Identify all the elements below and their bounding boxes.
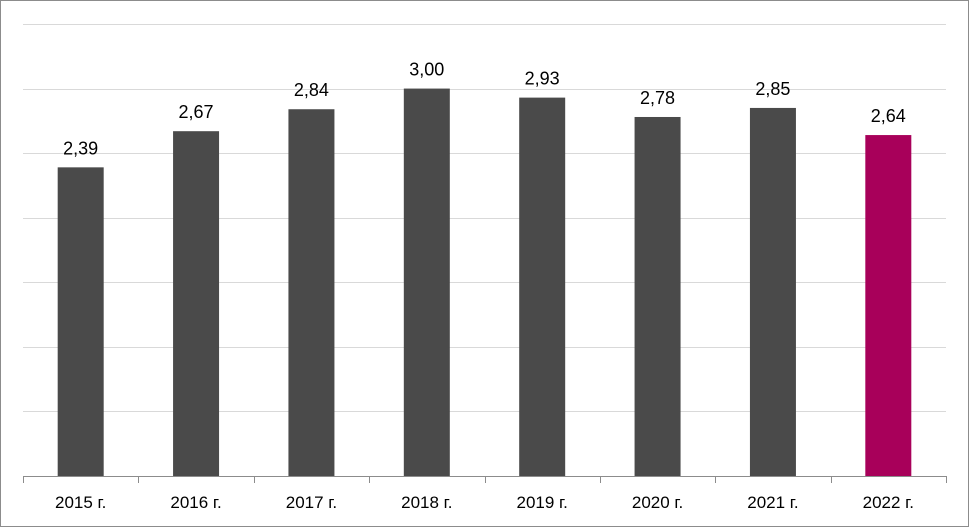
- data-labels: 2,39 2,67 2,84 3,00 2,93 2,78 2,85 2,64: [63, 60, 906, 159]
- data-label-2: 2,84: [294, 80, 329, 100]
- data-label-5: 2,78: [640, 88, 675, 108]
- gridlines: [23, 24, 946, 412]
- x-tick-label-7: 2022 г.: [863, 493, 914, 512]
- data-label-4: 2,93: [525, 69, 560, 89]
- x-tick-label-4: 2019 г.: [516, 493, 567, 512]
- x-tick-label-3: 2018 г.: [401, 493, 452, 512]
- x-tick-label-6: 2021 г.: [747, 493, 798, 512]
- bar-4: [519, 97, 566, 477]
- data-label-1: 2,67: [179, 102, 214, 122]
- bar-6: [749, 107, 796, 476]
- x-tick-label-1: 2016 г.: [170, 493, 221, 512]
- data-label-3: 3,00: [409, 60, 444, 80]
- x-tick-label-5: 2020 г.: [632, 493, 683, 512]
- x-tick-label-2: 2017 г.: [286, 493, 337, 512]
- x-axis: 2015 г. 2016 г. 2017 г. 2018 г. 2019 г. 2020 …: [23, 476, 947, 512]
- bar-1: [173, 131, 220, 476]
- bar-2: [288, 109, 335, 476]
- bar-5: [634, 116, 681, 477]
- bar-3: [403, 88, 450, 477]
- data-label-6: 2,85: [755, 79, 790, 99]
- bars: [57, 88, 912, 477]
- x-tick-label-0: 2015 г.: [55, 493, 106, 512]
- bar-0: [57, 167, 104, 476]
- data-label-7: 2,64: [871, 106, 906, 126]
- data-label-0: 2,39: [63, 138, 98, 158]
- bar-7: [865, 135, 912, 476]
